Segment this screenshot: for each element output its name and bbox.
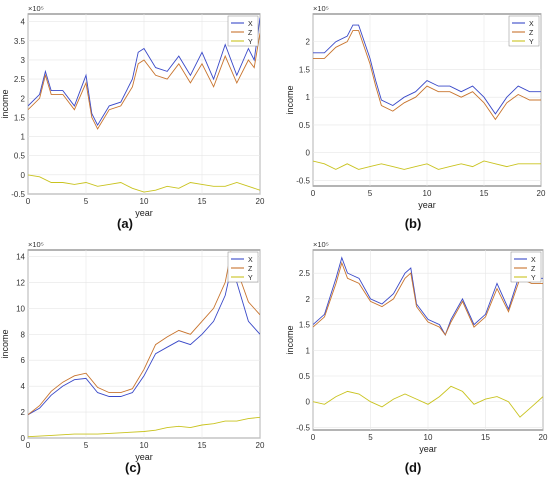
x-tick-label: 0 — [311, 189, 316, 198]
legend-label: X — [531, 257, 536, 264]
x-tick-label: 5 — [84, 441, 89, 450]
x-tick-label: 5 — [368, 189, 373, 198]
x-tick-label: 15 — [481, 433, 490, 442]
x-tick-label: 20 — [537, 189, 546, 198]
y-tick-label: 2 — [21, 94, 26, 103]
y-tick-label: 8 — [21, 330, 26, 339]
x-tick-label: 15 — [198, 441, 207, 450]
y-tick-label: 1.5 — [14, 113, 26, 122]
y-tick-label: 3.5 — [14, 37, 26, 46]
x-tick-label: 10 — [424, 433, 433, 442]
x-tick-label: 10 — [423, 189, 432, 198]
y-tick-label: -0.5 — [296, 423, 310, 432]
panel-a: 0 5 10 15 20-0.500.511.522.533.54×10⁵yearinc… — [0, 4, 265, 231]
x-tick-label: 15 — [480, 189, 489, 198]
panel-d: 0 5 10 15 20-0.500.511.522.5×10⁵yearincomeXZ… — [285, 240, 548, 475]
y-tick-label: 4 — [21, 18, 26, 27]
y-tick-label: 3 — [21, 56, 26, 65]
series-line-z — [313, 30, 541, 121]
x-axis-label: year — [135, 208, 153, 218]
series-line-y — [313, 385, 543, 418]
y-tick-label: 10 — [16, 304, 25, 313]
y-tick-label: 0.5 — [14, 152, 26, 161]
x-tick-label: 0 — [26, 441, 31, 450]
x-tick-label: 20 — [539, 433, 548, 442]
y-axis-label: income — [285, 85, 295, 114]
panel-label: (b) — [405, 216, 422, 231]
panel-label: (c) — [125, 460, 141, 475]
y-tick-label: 0 — [306, 398, 311, 407]
x-tick-label: 0 — [26, 197, 31, 206]
series-line-x — [28, 267, 260, 416]
y-axis-label: income — [0, 89, 10, 118]
y-exponent-label: ×10⁵ — [313, 4, 329, 13]
y-tick-label: 2.5 — [14, 75, 26, 84]
y-tick-label: -0.5 — [296, 176, 310, 185]
x-axis-label: year — [135, 452, 153, 462]
series-line-y — [313, 160, 541, 170]
y-tick-label: 0.5 — [299, 121, 311, 130]
y-tick-label: 1 — [306, 93, 311, 102]
y-tick-label: 2 — [21, 408, 26, 417]
x-axis-label: year — [418, 200, 436, 210]
legend-label: X — [248, 257, 253, 264]
y-exponent-label: ×10⁵ — [28, 240, 44, 249]
series-line-y — [28, 174, 260, 193]
panel-label: (a) — [117, 216, 133, 231]
y-tick-label: 1.5 — [299, 65, 311, 74]
series-line-z — [28, 33, 260, 130]
panel-b: 0 5 10 15 20-0.500.511.52×10⁵yearincomeXZY(b… — [285, 4, 546, 231]
x-tick-label: 10 — [140, 197, 149, 206]
y-tick-label: 0.5 — [299, 372, 311, 381]
series-line-y — [28, 416, 260, 438]
legend-label: Y — [248, 39, 253, 46]
x-tick-label: 20 — [256, 441, 265, 450]
x-tick-label: 0 — [311, 433, 316, 442]
series-line-x — [28, 17, 260, 127]
y-tick-label: 4 — [21, 382, 26, 391]
y-exponent-label: ×10⁵ — [28, 4, 44, 13]
legend-label: Z — [531, 266, 536, 273]
legend-label: Z — [248, 30, 253, 37]
y-tick-label: 12 — [16, 278, 25, 287]
series-line-x — [313, 256, 543, 336]
y-tick-label: 14 — [16, 252, 25, 261]
x-tick-label: 5 — [84, 197, 89, 206]
x-tick-label: 5 — [368, 433, 373, 442]
panel-label: (d) — [405, 460, 422, 475]
panel-c: 0 5 10 15 20 0 2 4 6 8 10 12 14×10⁵ year income XZY (c) — [0, 240, 265, 475]
legend-label: Z — [529, 30, 534, 37]
series-line-z — [313, 261, 543, 336]
y-tick-label: 2 — [306, 38, 311, 47]
y-axis-label: income — [0, 329, 10, 358]
x-tick-label: 20 — [256, 197, 265, 206]
y-tick-label: 0 — [306, 149, 311, 158]
legend-label: X — [529, 21, 534, 28]
series-line-x — [313, 24, 541, 115]
legend-label: Y — [531, 275, 536, 282]
legend-label: X — [248, 21, 253, 28]
y-tick-label: 0 — [21, 171, 26, 180]
x-tick-label: 15 — [198, 197, 207, 206]
x-axis-label: year — [419, 444, 437, 454]
y-axis-label: income — [285, 325, 295, 354]
y-tick-label: 1 — [21, 133, 26, 142]
x-tick-label: 10 — [140, 441, 149, 450]
legend-label: Z — [248, 266, 253, 273]
y-tick-label: 2.5 — [299, 269, 311, 278]
y-tick-label: 0 — [21, 434, 26, 443]
legend-label: Y — [248, 275, 253, 282]
y-tick-label: 6 — [21, 356, 26, 365]
y-tick-label: 1 — [306, 346, 311, 355]
y-tick-label: 2 — [306, 295, 311, 304]
y-tick-label: 1.5 — [299, 321, 311, 330]
y-exponent-label: ×10⁵ — [313, 240, 329, 249]
legend-label: Y — [529, 39, 534, 46]
y-tick-label: -0.5 — [11, 190, 25, 199]
